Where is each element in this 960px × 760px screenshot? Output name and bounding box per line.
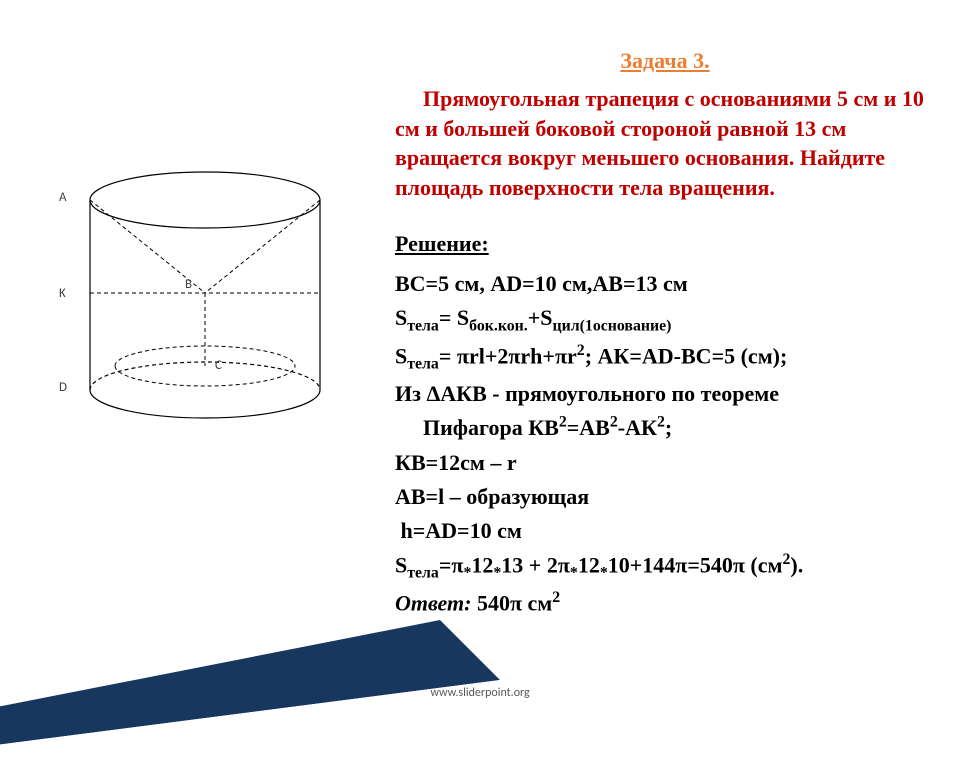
task-title: Задача 3.	[395, 48, 935, 74]
solution-line: h=AD=10 см	[395, 514, 935, 548]
footer-url: www.sliderpoint.org	[0, 686, 960, 700]
solution-line: Sтела= Sбок.кон.+Sцил(1основание)	[395, 301, 935, 339]
solution-line: Sтела=π*12*13 + 2π*12*10+144π=540π (см2)…	[395, 548, 935, 586]
problem-statement: Прямоугольная трапеция с основаниями 5 с…	[395, 84, 935, 203]
solution-line: Из ΔАКВ - прямоугольного по теореме	[395, 377, 935, 411]
label-k: K	[59, 286, 66, 301]
label-b: B	[185, 277, 192, 292]
solution-body: BC=5 см, AD=10 см,AB=13 смSтела= Sбок.ко…	[395, 267, 935, 621]
solution-line: BC=5 см, AD=10 см,AB=13 см	[395, 267, 935, 301]
label-c: C	[215, 358, 222, 373]
content-block: Задача 3. Прямоугольная трапеция с основ…	[395, 48, 935, 621]
solution-line: Пифагора КВ2=АВ2-АК2;	[395, 411, 935, 445]
solution-line: Ответ: 540π см2	[395, 586, 935, 620]
solution-line: КВ=12см – r	[395, 446, 935, 480]
solution-line: AB=l – образующая	[395, 480, 935, 514]
label-a: A	[59, 190, 67, 205]
label-d: D	[59, 380, 67, 395]
solution-line: Sтела= πrl+2πrh+πr2; АК=AD-BC=5 (см);	[395, 339, 935, 377]
solution-label: Решение:	[395, 231, 935, 257]
rotation-body-diagram: A K D B C	[35, 170, 345, 430]
